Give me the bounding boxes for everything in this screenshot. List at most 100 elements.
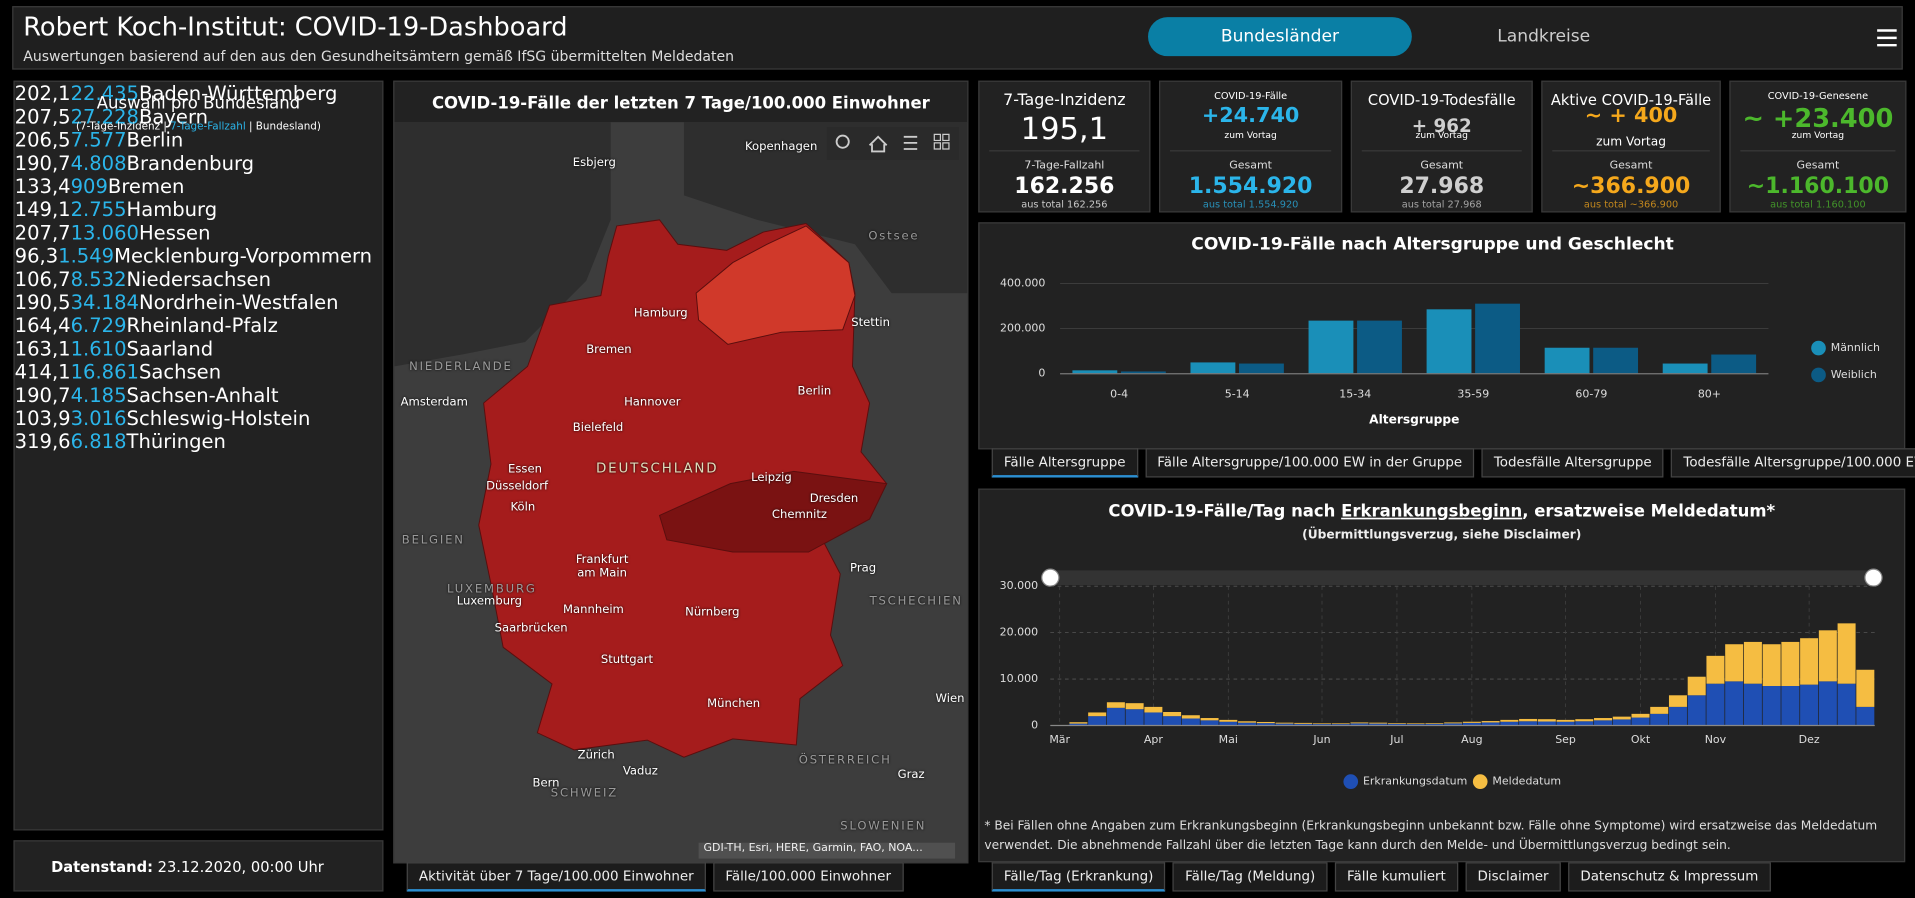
kpi-note: aus total 162.256: [1021, 199, 1108, 211]
kpi-total: 1.554.920: [1188, 173, 1313, 200]
footer: Datenstand: 23.12.2020, 00:00 Uhr: [13, 840, 384, 892]
kpi-total-label: Gesamt: [1796, 159, 1840, 173]
footer-value: 23.12.2020, 00:00 Uhr: [157, 858, 324, 876]
state-row[interactable]: 96,31.549Mecklenburg-Vorpommern: [15, 244, 383, 267]
nav-button[interactable]: Bundesländer: [1148, 17, 1412, 57]
map-label: Wien: [935, 692, 965, 706]
tab[interactable]: Fälle kumuliert: [1334, 862, 1459, 892]
incidence: 164,4: [14, 313, 71, 338]
kpi-tile: 7-Tage-Inzidenz 195,1 7-Tage-Fallzahl 162.2…: [978, 80, 1151, 213]
incidence: 414,1: [14, 360, 71, 384]
kpi-note: aus total 1.554.920: [1202, 199, 1299, 211]
state-name: Hessen: [138, 221, 211, 245]
legend-text: (7-Tage-Inzidenz |: [75, 120, 171, 134]
state-row[interactable]: 414,116.861Sachsen: [15, 360, 383, 383]
case-count: 13.060: [70, 221, 139, 245]
footer-label: Datenstand:: [51, 858, 153, 876]
incidence: 319,6: [14, 429, 71, 454]
case-count: 3.016: [70, 406, 127, 430]
state-name: Baden-Württemberg: [138, 81, 338, 106]
map-label: ÖSTERREICH: [798, 753, 892, 767]
map-label: München: [707, 697, 761, 711]
case-count: 27.228: [70, 105, 139, 129]
state-row[interactable]: 106,78.532Niedersachsen: [15, 267, 383, 290]
kpi-title: COVID-19-Todesfälle: [1367, 91, 1516, 109]
map-label: Nürnberg: [685, 605, 740, 620]
map-label: Berlin: [797, 384, 832, 399]
map-title: COVID-19-Fälle der letzten 7 Tage/100.00…: [394, 81, 968, 124]
kpi-sub: zum Vortag: [1596, 135, 1666, 149]
panel-legend: (7-Tage-Inzidenz | 7-Tage-Fallzahl | Bun…: [15, 121, 383, 133]
map-label: Köln: [510, 500, 536, 515]
state-row[interactable]: 202,122.435Baden-Württemberg: [15, 82, 383, 105]
tab[interactable]: Todesfälle Altersgruppe/100.000 EW in de…: [1671, 448, 1915, 478]
age-chart-panel: [978, 222, 1906, 450]
kpi-value: + 962: [1411, 114, 1472, 137]
kpi-divider: [1740, 150, 1896, 152]
kpi-tile: COVID-19-Genesene ~ +23.400 zum Vortag Gesa…: [1729, 80, 1907, 213]
kpi-title: 7-Tage-Inzidenz: [1003, 91, 1126, 110]
map-label: DEUTSCHLAND: [595, 460, 719, 477]
map-label: Düsseldorf: [486, 479, 549, 494]
tab[interactable]: Todesfälle Altersgruppe: [1481, 448, 1664, 478]
tab[interactable]: Fälle Altersgruppe: [991, 448, 1138, 478]
map-attribution: GDI-TH, Esri, HERE, Garmin, FAO, NOA...: [703, 842, 923, 855]
kpi-divider: [1170, 150, 1332, 152]
kpi-value: ~ +23.400: [1742, 103, 1894, 134]
kpi-note: aus total 1.160.100: [1770, 199, 1866, 211]
kpi-divider: [1552, 150, 1710, 152]
tab[interactable]: Fälle/Tag (Erkrankung): [991, 862, 1166, 892]
case-count: 22.435: [70, 81, 139, 106]
map-label: Prag: [850, 561, 877, 576]
case-count: 1.610: [70, 337, 127, 361]
map-label: NIEDERLANDE: [409, 360, 513, 374]
kpi-value: ~ + 400: [1584, 103, 1678, 129]
kpi-total-label: Gesamt: [1420, 159, 1464, 173]
kpi-tile: COVID-19-Fälle +24.740 zum Vortag Gesamt 1.5…: [1159, 80, 1343, 213]
map-label: TSCHECHIEN: [869, 594, 963, 609]
tab[interactable]: Aktivität über 7 Tage/100.000 Einwohner: [406, 862, 706, 892]
state-name: Sachsen-Anhalt: [126, 383, 279, 407]
menu-icon[interactable]: [1876, 27, 1898, 49]
map-label: Stettin: [851, 316, 890, 330]
case-count: 6.818: [70, 429, 127, 454]
state-row[interactable]: 190,74.808Brandenburg: [15, 151, 383, 174]
state-row[interactable]: 319,66.818Thüringen: [15, 430, 383, 453]
tab[interactable]: Datenschutz & Impressum: [1568, 862, 1771, 892]
kpi-title: Aktive COVID-19-Fälle: [1550, 91, 1712, 109]
incidence: 206,5: [14, 128, 71, 152]
state-name: Sachsen: [138, 360, 222, 384]
state-row[interactable]: 103,93.016Schleswig-Holstein: [15, 407, 383, 430]
kpi-divider: [989, 150, 1140, 152]
age-tabs: Fälle Altersgruppe Fälle Altersgruppe/10…: [991, 448, 1915, 478]
state-row[interactable]: 149,12.755Hamburg: [15, 198, 383, 221]
panel-title: Auswahl pro Bundesland: [96, 94, 301, 114]
tab[interactable]: Fälle/Tag (Meldung): [1172, 862, 1328, 892]
tab[interactable]: Fälle Altersgruppe/100.000 EW in der Gru…: [1145, 448, 1475, 478]
state-name: Brandenburg: [126, 151, 255, 175]
nav-button[interactable]: Landkreise: [1497, 26, 1591, 47]
map-label: Bielefeld: [572, 421, 624, 435]
state-row[interactable]: 190,534.184Nordrhein-Westfalen: [15, 291, 383, 314]
tab[interactable]: Fälle/100.000 Einwohner: [713, 862, 904, 892]
state-name: Rheinland-Pfalz: [126, 313, 278, 338]
state-name: Schleswig-Holstein: [126, 406, 311, 430]
incidence: 190,7: [14, 151, 71, 175]
state-row[interactable]: 207,713.060Hessen: [15, 221, 383, 244]
legend-text: 7-Tage-Fallzahl: [170, 120, 246, 134]
state-row[interactable]: 207,527.228Bayern: [15, 105, 383, 128]
kpi-note: aus total 27.968: [1401, 199, 1482, 211]
map-label: SCHWEIZ: [550, 786, 618, 800]
tab[interactable]: Disclaimer: [1465, 862, 1561, 892]
map-label: Dresden: [809, 492, 859, 506]
case-count: 8.532: [70, 267, 127, 291]
map-label: Hamburg: [633, 306, 688, 320]
state-row[interactable]: 190,74.185Sachsen-Anhalt: [15, 383, 383, 406]
state-row[interactable]: 133,4909Bremen: [15, 175, 383, 198]
time-chart-panel: * Bei Fällen ohne Angaben zum Erkrankung…: [978, 488, 1906, 863]
case-count: 6.729: [70, 313, 127, 338]
state-row[interactable]: 164,46.729Rheinland-Pfalz: [15, 314, 383, 337]
state-row[interactable]: 206,57.577Berlin: [15, 128, 383, 151]
case-count: 2.755: [70, 197, 127, 222]
state-row[interactable]: 163,11.610Saarland: [15, 337, 383, 360]
